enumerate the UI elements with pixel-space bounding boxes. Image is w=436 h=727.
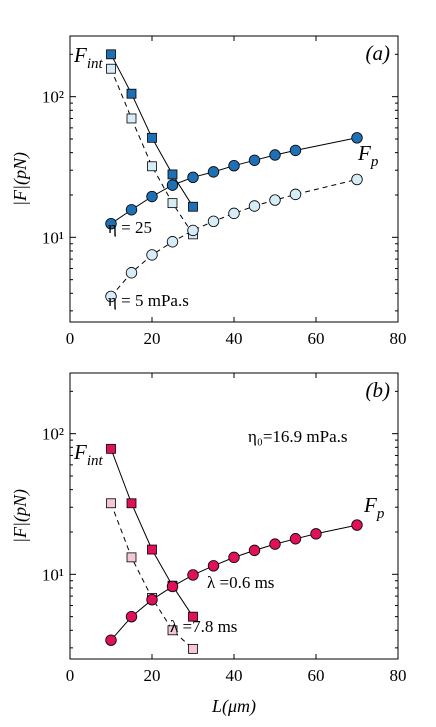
series-line-fint_eta5	[110, 68, 194, 235]
data-point-fint_lambda78	[106, 498, 116, 509]
data-point-fp_eta5	[207, 215, 220, 227]
data-point-fp	[207, 560, 220, 572]
series-line-fint_lambda06	[110, 448, 194, 617]
f-int-label: Fint	[73, 440, 103, 469]
data-point-fint_eta25	[147, 132, 157, 143]
data-point-fp	[146, 594, 158, 606]
data-point-fint_eta25	[106, 49, 116, 60]
data-point-fp_eta25	[269, 149, 281, 161]
data-point-fint_eta5	[126, 113, 137, 124]
data-point-fp_eta25	[187, 171, 199, 184]
x-tick-label: 0	[66, 666, 75, 685]
data-point-fp_eta25	[125, 204, 138, 216]
series-line-fint_eta25	[110, 54, 194, 207]
data-point-fp_eta5	[125, 267, 138, 279]
lambda-short-label: λ =0.6 ms	[207, 573, 274, 592]
data-point-fint_eta5	[106, 63, 116, 74]
data-point-fint_lambda06	[147, 544, 157, 555]
x-tick-label: 40	[226, 329, 243, 348]
data-point-fp	[269, 538, 281, 550]
y-axis-label: |F|(pN)	[10, 152, 31, 206]
data-point-fp	[228, 551, 240, 564]
x-tick-label: 40	[226, 666, 243, 685]
data-point-fp	[351, 519, 363, 531]
y-tick-label: 10²	[42, 88, 64, 107]
data-point-fp_eta25	[166, 179, 179, 191]
data-point-fp	[125, 610, 138, 623]
data-point-fint_lambda06	[106, 443, 116, 454]
data-point-fint_lambda78	[126, 552, 137, 563]
y-tick-label: 10²	[42, 425, 64, 444]
data-point-fp_eta25	[289, 144, 302, 157]
data-point-fp_eta5	[269, 194, 281, 206]
data-point-fp	[248, 544, 261, 557]
data-point-fp	[187, 569, 199, 581]
x-tick-label: 80	[390, 666, 407, 685]
eta-high-label: η = 25	[108, 218, 152, 237]
x-tick-label: 0	[66, 329, 75, 348]
data-point-fint_eta5	[147, 161, 157, 172]
data-point-fp_eta5	[166, 236, 179, 248]
data-point-fp_eta5	[187, 224, 199, 237]
y-tick-label: 10¹	[42, 228, 64, 247]
data-point-fp_eta25	[105, 217, 117, 230]
data-point-fint_eta5	[167, 198, 178, 209]
data-point-fp_eta5	[351, 173, 363, 186]
data-point-fp_eta25	[351, 132, 363, 144]
data-point-fp	[310, 528, 322, 540]
data-point-fp_eta5	[248, 200, 261, 212]
data-point-fp_eta5	[146, 249, 158, 261]
x-tick-label: 60	[308, 666, 325, 685]
data-point-fp_eta5	[105, 290, 117, 303]
data-point-fp	[105, 634, 117, 646]
f-p-label: Fp	[363, 493, 385, 522]
data-point-fp_eta25	[207, 166, 220, 178]
data-point-fint_lambda06	[126, 498, 137, 509]
data-point-fint_lambda78	[188, 643, 198, 654]
x-tick-label: 20	[144, 666, 161, 685]
y-axis-label: |F|(pN)	[10, 489, 31, 543]
x-tick-label: 20	[144, 329, 161, 348]
f-p-label: Fp	[357, 141, 379, 170]
panel-label: (b)	[366, 378, 391, 402]
x-tick-label: 80	[390, 329, 407, 348]
data-point-fp	[289, 533, 302, 545]
y-tick-label: 10¹	[42, 565, 64, 584]
x-axis-label: L(μm)	[211, 696, 256, 717]
eta0-label: η₀=16.9 mPa.s	[248, 427, 348, 446]
data-point-fp_eta25	[228, 160, 240, 172]
f-int-label: Fint	[73, 43, 103, 72]
panel-label: (a)	[366, 41, 391, 65]
data-point-fint_eta25	[126, 88, 137, 99]
x-tick-label: 60	[308, 329, 325, 348]
data-point-fint_eta25	[188, 201, 198, 212]
plot-frame	[69, 35, 399, 323]
data-point-fint_lambda78	[167, 625, 178, 636]
data-point-fp_eta25	[248, 154, 261, 166]
data-point-fp_eta25	[146, 190, 158, 203]
data-point-fp_eta5	[289, 188, 302, 201]
data-point-fp_eta5	[228, 207, 240, 220]
data-point-fint_eta25	[167, 169, 178, 180]
eta-low-label: η = 5 mPa.s	[108, 291, 189, 310]
data-point-fint_lambda06	[188, 611, 198, 622]
lambda-long-label: λ =7.8 ms	[170, 617, 237, 636]
data-point-fp	[166, 580, 179, 593]
